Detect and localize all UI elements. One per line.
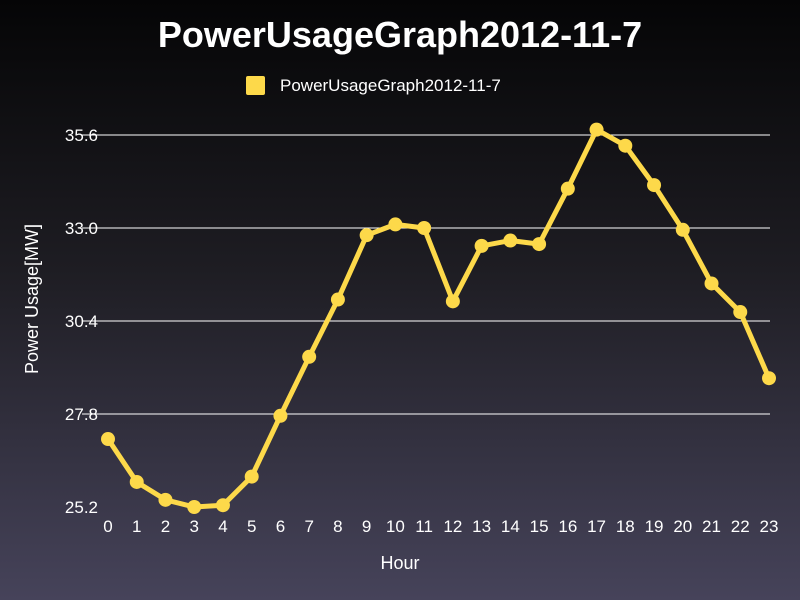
data-point [445,294,460,309]
series-line [105,127,772,510]
x-tick-label: 2 [161,517,170,536]
data-point [762,371,776,386]
y-tick-label: 35.6 [65,126,98,145]
x-tick-label: 11 [415,517,433,536]
data-point [158,492,173,507]
x-tick-label: 3 [189,517,198,536]
x-tick-label: 17 [587,517,606,536]
data-point [589,122,604,137]
y-tick-label: 27.8 [65,405,98,424]
x-tick-labels: 0 1 2 3 4 5 6 7 8 9 10 11 12 13 14 15 16 17 18 19 20 21 22 23 [103,517,778,536]
x-axis-label: Hour [380,553,419,573]
x-tick-label: 21 [702,517,721,536]
data-point [675,222,690,237]
x-tick-label: 20 [673,517,692,536]
data-point [704,276,719,291]
chart-title: PowerUsageGraph2012-11-7 [158,14,642,55]
x-tick-label: 8 [333,517,342,536]
y-tick-label: 33.0 [65,219,98,238]
x-tick-label: 13 [472,517,491,536]
data-point [474,238,489,253]
x-tick-label: 16 [558,517,577,536]
y-axis-label: Power Usage[MW] [22,224,42,374]
y-tick-label: 25.2 [65,498,98,517]
x-tick-label: 4 [218,517,227,536]
data-point [359,228,374,243]
x-tick-label: 18 [616,517,635,536]
data-point [244,469,259,484]
series-power-usage [101,122,776,514]
y-tick-labels: 25.2 27.8 30.4 33.0 35.6 [65,126,98,517]
x-tick-label: 9 [362,517,371,536]
x-tick-label: 1 [132,517,141,536]
x-tick-label: 19 [645,517,664,536]
x-tick-label: 12 [443,517,462,536]
data-point [129,474,144,489]
legend-swatch [246,76,265,95]
data-point [618,138,633,153]
data-point [273,408,288,423]
legend-label: PowerUsageGraph2012-11-7 [280,76,501,95]
x-tick-label: 22 [731,517,750,536]
x-tick-label: 5 [247,517,256,536]
data-point [647,178,662,193]
x-tick-label: 0 [103,517,112,536]
data-point [330,292,345,307]
data-point [532,237,547,252]
data-point [417,221,432,235]
x-tick-label: 14 [501,517,520,536]
x-tick-label: 6 [276,517,285,536]
gridlines [82,134,770,415]
data-point [388,217,403,232]
x-tick-label: 10 [386,517,405,536]
x-tick-label: 23 [760,517,779,536]
y-tick-label: 30.4 [65,312,98,331]
data-point [560,181,575,196]
data-point [503,233,518,248]
data-point [733,305,748,320]
data-point [215,498,230,513]
data-point [302,349,317,364]
x-tick-label: 7 [304,517,313,536]
legend: PowerUsageGraph2012-11-7 [246,76,501,95]
x-tick-label: 15 [530,517,549,536]
data-point [187,500,202,514]
data-point [101,432,115,447]
